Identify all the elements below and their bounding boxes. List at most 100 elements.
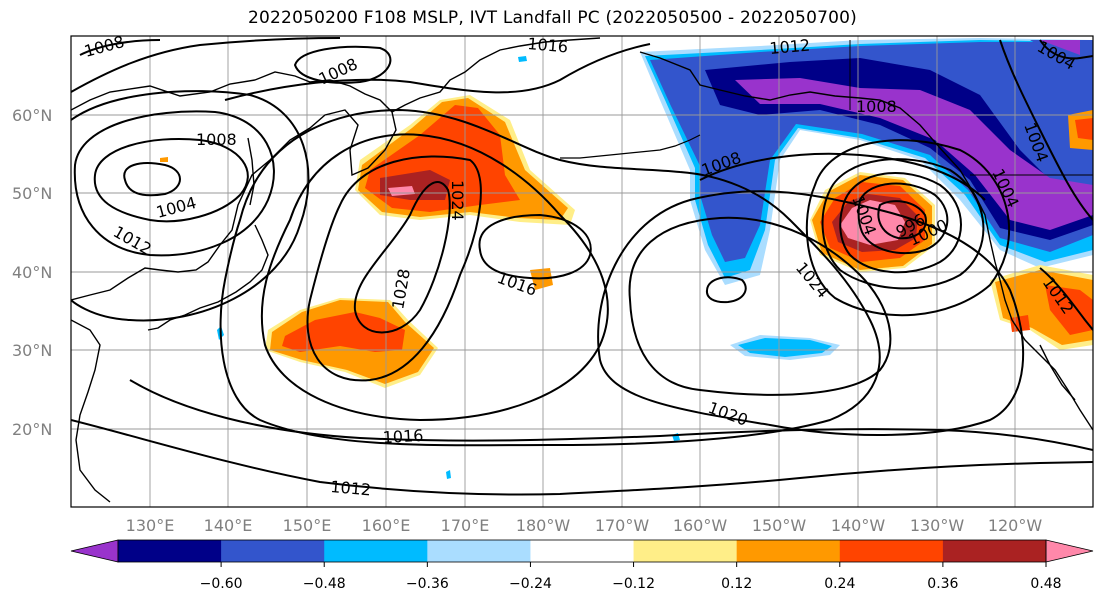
speck-4 bbox=[518, 56, 527, 62]
longitude-labels: 130°E 140°E 150°E 160°E 170°E 180°W 170°… bbox=[126, 516, 1043, 535]
colorbar: −0.60 −0.48 −0.36 −0.24 −0.12 0.12 0.24 0.36 0.4… bbox=[70, 539, 1094, 592]
colorbar-tick-label: −0.48 bbox=[303, 576, 346, 592]
contour-ne-1 bbox=[999, 39, 1093, 221]
latitude-labels: 60°N 50°N 40°N 30°N 20°N bbox=[12, 106, 52, 439]
contour-1012-low bbox=[805, 139, 1011, 317]
positive-anomaly-okhotsk-pink bbox=[388, 186, 415, 196]
contour-1004-west bbox=[123, 162, 181, 197]
coast-china bbox=[71, 319, 111, 503]
lat-label: 50°N bbox=[12, 184, 52, 203]
contour-label: 1012 bbox=[330, 477, 372, 499]
colorbar-tick-label: −0.60 bbox=[200, 576, 243, 592]
contour-1008-west bbox=[93, 137, 249, 223]
contour-1008-east bbox=[699, 152, 986, 201]
contour-1020-high bbox=[260, 133, 609, 422]
coast-kamchatka bbox=[391, 37, 601, 113]
lon-label: 130°W bbox=[910, 516, 965, 535]
colorbar-segment bbox=[530, 540, 635, 562]
colorbar-segment bbox=[427, 540, 531, 562]
contour-1008-north bbox=[293, 45, 392, 84]
lon-label: 130°E bbox=[126, 516, 175, 535]
lat-label: 30°N bbox=[12, 341, 52, 360]
lat-label: 20°N bbox=[12, 420, 52, 439]
lon-label: 120°W bbox=[988, 516, 1043, 535]
lon-label: 160°W bbox=[673, 516, 728, 535]
colorbar-ticks: −0.60 −0.48 −0.36 −0.24 −0.12 0.12 0.24 0.36 0.4… bbox=[200, 562, 1062, 592]
colorbar-segment bbox=[221, 540, 325, 562]
contour-1016-south bbox=[129, 379, 1093, 451]
negative-anomaly-purple-ne bbox=[1040, 40, 1080, 55]
colorbar-segment bbox=[118, 540, 222, 562]
contour-1008-nw bbox=[79, 39, 161, 56]
colorbar-tick-label: 0.24 bbox=[824, 576, 855, 592]
contour-label: 1012 bbox=[769, 36, 811, 58]
contour-label: 1016 bbox=[527, 34, 569, 56]
lon-label: 150°W bbox=[752, 516, 807, 535]
contour-label: 1008 bbox=[196, 130, 237, 149]
contour-label: 1008 bbox=[856, 97, 897, 116]
map-content: 1008 1016 1012 1008 1004 1008 1004 1012 … bbox=[71, 34, 1093, 507]
contour-1028-high bbox=[353, 181, 451, 334]
coast-sakhalin bbox=[247, 137, 255, 206]
contour-ne-2 bbox=[1039, 39, 1093, 60]
lon-label: 160°E bbox=[362, 516, 411, 535]
lon-label: 170°E bbox=[441, 516, 490, 535]
colorbar-tick-label: 0.36 bbox=[927, 576, 958, 592]
colorbar-tick-label: 0.48 bbox=[1030, 576, 1061, 592]
speck-5 bbox=[160, 157, 168, 162]
lat-label: 40°N bbox=[12, 263, 52, 282]
colorbar-frame bbox=[117, 539, 1047, 563]
map-title: 2022050200 F108 MSLP, IVT Landfall PC (2… bbox=[248, 8, 857, 28]
lon-label: 180°W bbox=[516, 516, 571, 535]
mslp-contours bbox=[71, 37, 1093, 496]
contour-1016-west bbox=[71, 90, 310, 322]
lat-label: 60°N bbox=[12, 106, 52, 125]
contour-1024-east bbox=[628, 216, 892, 396]
coast-aleutians bbox=[560, 134, 701, 159]
colorbar-tick-label: −0.36 bbox=[406, 576, 449, 592]
contour-1004-low bbox=[839, 172, 962, 274]
contour-1000-low bbox=[857, 182, 949, 255]
positive-anomaly-coast-red bbox=[1045, 285, 1093, 335]
contour-1016-small bbox=[478, 213, 592, 280]
contour-1012-west bbox=[73, 110, 275, 257]
lon-label: 140°E bbox=[204, 516, 253, 535]
colorbar-segments bbox=[118, 540, 1047, 562]
contour-1012-north bbox=[71, 37, 341, 93]
negative-anomaly-purple bbox=[735, 78, 1093, 230]
contour-1008-low bbox=[821, 158, 985, 290]
contour-west-coast bbox=[1039, 267, 1093, 331]
graticule bbox=[71, 36, 1093, 507]
contour-996-low bbox=[877, 200, 927, 240]
colorbar-tick-label: 0.12 bbox=[721, 576, 752, 592]
positive-anomaly-ne-red bbox=[1075, 118, 1093, 140]
coast-baja bbox=[1039, 344, 1076, 401]
lon-label: 140°W bbox=[831, 516, 886, 535]
contour-label: 1016 bbox=[382, 426, 424, 447]
colorbar-segment bbox=[839, 540, 944, 562]
colorbar-left-extension bbox=[70, 539, 119, 563]
colorbar-tick-label: −0.12 bbox=[612, 576, 655, 592]
map-frame bbox=[70, 35, 1094, 508]
colorbar-segment bbox=[633, 540, 738, 562]
speck-3 bbox=[446, 470, 451, 479]
contour-1020-east bbox=[597, 190, 1025, 436]
lon-label: 150°E bbox=[283, 516, 332, 535]
colorbar-segment bbox=[942, 540, 1047, 562]
contour-label: 1024 bbox=[448, 180, 467, 221]
contour-1012-south bbox=[71, 419, 1093, 496]
contour-1024-high bbox=[306, 155, 482, 382]
contour-1012-arctic bbox=[224, 43, 651, 101]
coast-na-west bbox=[994, 261, 1093, 431]
contour-1016-high bbox=[219, 108, 881, 447]
colorbar-tick-label: −0.24 bbox=[509, 576, 552, 592]
coast-japan bbox=[147, 224, 269, 331]
lon-label: 170°W bbox=[595, 516, 650, 535]
colorbar-right-extension bbox=[1045, 539, 1094, 563]
positive-anomaly-japan-red bbox=[282, 312, 405, 352]
negative-anomaly-small-core bbox=[738, 338, 832, 357]
coast-asia bbox=[71, 71, 397, 301]
colorbar-segment bbox=[324, 540, 428, 562]
colorbar-segment bbox=[736, 540, 841, 562]
